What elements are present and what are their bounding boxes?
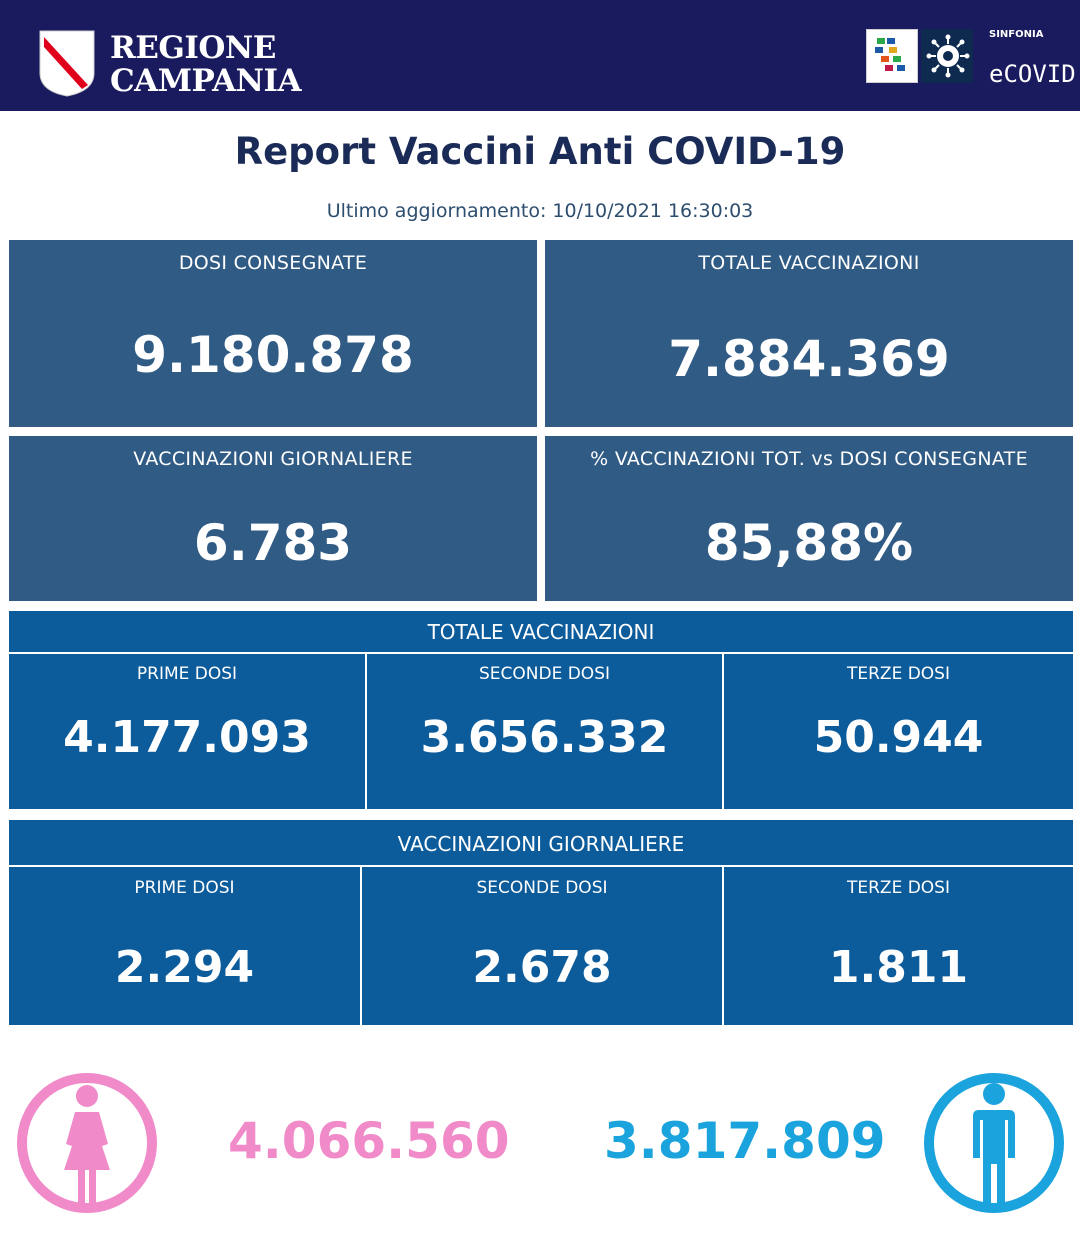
brand-name-line2: CAMPANIA [110,63,302,99]
female-icon [17,1073,157,1213]
card-value: 85,88% [704,514,914,572]
last-updated: Ultimo aggiornamento: 10/10/2021 16:30:0… [326,200,754,222]
sinfonia-logo-icon [866,29,918,83]
giornaliere-band-header: VACCINAZIONI GIORNALIERE [9,820,1073,865]
card-totale-vaccinazioni: TOTALE VACCINAZIONI 7.884.369 [545,240,1073,427]
sub-value: 3.656.332 [420,712,669,763]
header-bar: REGIONE CAMPANIA [0,0,1080,111]
giornaliere-terze-dosi: TERZE DOSI 1.811 [724,865,1073,1025]
sub-label: TERZE DOSI [846,664,950,684]
band-title: VACCINAZIONI GIORNALIERE [397,832,685,856]
giornaliere-prime-dosi: PRIME DOSI 2.294 [9,865,360,1025]
sub-value: 2.294 [114,942,255,993]
partner-small-label: SINFONIA [989,29,1044,40]
sub-value: 2.678 [472,942,612,993]
male-total: 3.817.809 [604,1112,886,1170]
totale-band-header: TOTALE VACCINAZIONI [9,611,1073,652]
sub-value: 1.811 [828,942,969,993]
card-vaccinazioni-giornaliere: VACCINAZIONI GIORNALIERE 6.783 [9,436,537,601]
sub-value: 4.177.093 [63,712,311,763]
sub-label: PRIME DOSI [136,664,238,684]
totale-seconde-dosi: SECONDE DOSI 3.656.332 [367,652,722,809]
card-value: 6.783 [193,514,353,572]
band-title: TOTALE VACCINAZIONI [427,620,655,644]
female-total: 4.066.560 [228,1112,510,1170]
card-label: TOTALE VACCINAZIONI [698,252,920,274]
sub-value: 50.944 [813,712,984,763]
card-value: 9.180.878 [132,326,414,384]
partner-name: eCOVID [989,60,1076,88]
card-label: DOSI CONSEGNATE [178,252,368,274]
card-value: 7.884.369 [668,330,950,388]
region-crest-icon [39,30,95,97]
totale-terze-dosi: TERZE DOSI 50.944 [724,652,1073,809]
card-dosi-consegnate: DOSI CONSEGNATE 9.180.878 [9,240,537,427]
card-label: VACCINAZIONI GIORNALIERE [133,448,413,470]
card-percentuale-vaccinazioni: % VACCINAZIONI TOT. vs DOSI CONSEGNATE 8… [545,436,1073,601]
totale-prime-dosi: PRIME DOSI 4.177.093 [9,652,365,809]
card-label: % VACCINAZIONI TOT. vs DOSI CONSEGNATE [590,448,1028,470]
sub-label: TERZE DOSI [846,878,950,898]
brand-name-line1: REGIONE [110,30,276,66]
virus-logo-icon [921,29,973,83]
giornaliere-seconde-dosi: SECONDE DOSI 2.678 [362,865,722,1025]
page-title: Report Vaccini Anti COVID-19 [234,130,846,173]
sub-label: PRIME DOSI [134,878,235,898]
sub-label: SECONDE DOSI [476,878,608,898]
sub-label: SECONDE DOSI [478,664,610,684]
male-icon [924,1073,1064,1213]
